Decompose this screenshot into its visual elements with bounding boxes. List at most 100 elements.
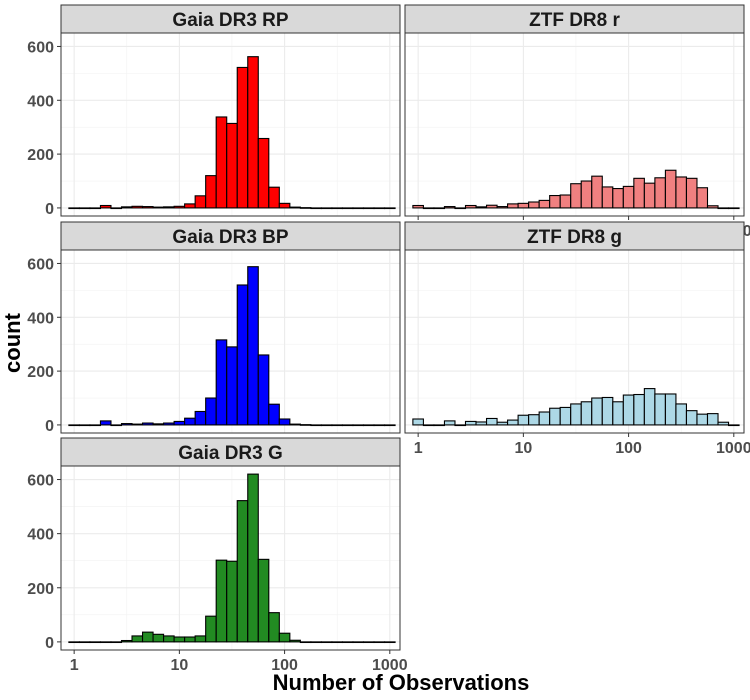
histogram-bar	[675, 403, 688, 426]
histogram-bar	[528, 414, 540, 426]
histogram-bar	[205, 175, 217, 209]
y-tick-label: 600	[27, 256, 54, 273]
histogram-bar	[331, 641, 344, 644]
histogram-bar	[496, 421, 509, 426]
histogram-bar	[173, 636, 186, 643]
histogram-bar	[173, 205, 186, 209]
histogram-bar	[110, 641, 123, 644]
histogram-bar	[654, 177, 666, 209]
panel-title: Gaia DR3 BP	[172, 227, 288, 248]
histogram-bar	[99, 420, 112, 426]
histogram-bar	[184, 203, 196, 209]
histogram-bar	[352, 424, 365, 427]
histogram-bar	[78, 424, 91, 427]
histogram-bar	[412, 418, 424, 426]
histogram-bar	[289, 206, 301, 209]
histogram-bar	[78, 641, 91, 644]
histogram-bar	[131, 423, 144, 426]
histogram-bar	[507, 419, 519, 426]
histogram-bar	[68, 207, 80, 210]
histogram-bar	[131, 205, 144, 209]
histogram-bar	[331, 207, 344, 210]
histogram-bar	[289, 423, 301, 426]
histogram-bar	[485, 204, 498, 209]
histogram-bar	[289, 639, 301, 643]
x-tick-label: 1000	[716, 440, 750, 457]
histogram-bar	[341, 207, 354, 210]
plot-area	[405, 250, 744, 433]
histogram-bar	[591, 175, 603, 209]
histogram-bar	[685, 410, 698, 426]
histogram-bar	[194, 195, 207, 209]
panel-ztf-dr8-r: ZTF DR8 r1101001000	[404, 4, 750, 240]
y-tick-label: 600	[27, 473, 54, 490]
panel-title: Gaia DR3 RP	[172, 10, 288, 31]
histogram-bar	[422, 207, 435, 210]
histogram-bar	[622, 185, 635, 209]
panel-gaia-dr3-bp: Gaia DR3 BP 0 200 400 600	[27, 221, 401, 435]
y-tick-label: 400	[27, 93, 54, 110]
panel-border	[60, 32, 401, 217]
y-tick-label: 0	[45, 201, 54, 218]
histogram-bar	[257, 137, 270, 209]
histogram-bar	[675, 176, 688, 209]
histogram-bar	[268, 403, 280, 426]
y-tick-label: 200	[27, 364, 54, 381]
panel-border	[60, 249, 401, 434]
panel-strip	[60, 221, 401, 251]
histogram-bar	[422, 424, 435, 427]
histogram-bar	[633, 393, 645, 426]
x-axis-title: Number of Observations	[273, 670, 530, 695]
histogram-bar	[247, 473, 259, 643]
x-tick-label: 1000	[372, 657, 408, 674]
histogram-bar	[205, 615, 217, 643]
histogram-bar	[528, 201, 540, 209]
histogram-bar	[184, 417, 196, 426]
histogram-bar	[717, 207, 730, 210]
histogram-bar	[215, 559, 228, 643]
histogram-bar	[341, 641, 354, 644]
histogram-bar	[612, 188, 624, 209]
histogram-bar	[362, 207, 375, 210]
histogram-bar	[373, 641, 386, 644]
histogram-bar	[570, 183, 582, 209]
histogram-bar	[454, 207, 467, 210]
histogram-bar	[664, 393, 677, 426]
histogram-bar	[320, 641, 333, 644]
histogram-bar	[215, 116, 228, 209]
histogram-bar	[310, 207, 322, 210]
histogram-bar	[89, 207, 102, 210]
x-tick-label: 1	[414, 440, 423, 457]
histogram-bar	[559, 194, 572, 209]
histogram-bar	[268, 186, 280, 209]
histogram-bar	[383, 424, 396, 427]
histogram-bar	[549, 194, 561, 209]
histogram-bar	[696, 187, 709, 209]
histogram-bar	[236, 500, 249, 643]
histogram-bar	[205, 397, 217, 426]
panel-ztf-dr8-g: ZTF DR8 g 1 10 100 1000	[404, 221, 750, 457]
histogram-bar	[194, 410, 207, 426]
histogram-bar	[226, 122, 238, 209]
histogram-bar	[320, 424, 333, 427]
histogram-bar	[226, 346, 238, 426]
panel-gaia-dr3-g: Gaia DR3 G 0 200 400 600 1 10 100 1000	[27, 437, 408, 674]
histogram-bar	[727, 207, 740, 210]
histogram-bar	[464, 204, 477, 209]
histogram-bar	[485, 417, 498, 426]
histogram-bar	[622, 394, 635, 426]
histogram-bar	[320, 207, 333, 210]
histogram-bar	[89, 641, 102, 644]
histogram-bar	[120, 206, 133, 209]
histogram-bar	[517, 414, 530, 426]
histogram-bar	[633, 177, 645, 209]
histogram-bar	[120, 423, 133, 426]
y-axis-title: count	[0, 312, 25, 373]
histogram-bar	[352, 641, 365, 644]
histogram-bar	[247, 56, 259, 209]
panel-gaia-dr3-rp: Gaia DR3 RP 0 200 400 600	[27, 4, 401, 218]
histogram-bar	[173, 420, 186, 426]
histogram-bar	[373, 424, 386, 427]
histogram-bar	[141, 206, 154, 209]
